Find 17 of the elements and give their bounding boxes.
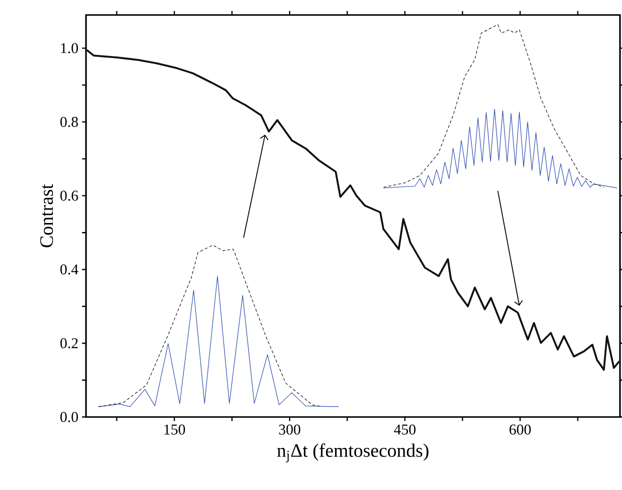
y-tick-label: 0.8 [60,116,78,128]
x-tick-label: 450 [394,424,416,435]
y-tick-label: 0.6 [60,190,78,201]
line-series [383,108,618,188]
line-series [98,276,340,407]
y-tick-label: 1.0 [61,43,78,54]
y-tick-label: 0.2 [60,338,78,348]
line-series [98,244,322,407]
x-axis-title: n$_{j}$Δt (femtoseconds) [277,443,428,462]
x-tick-label: 300 [279,424,300,435]
line-series [86,49,620,371]
x-tick-label: 150 [164,424,186,435]
y-tick-label: 0.0 [60,412,78,422]
line-series [383,24,604,188]
y-axis-title: Contrast [40,184,53,248]
y-tick-label: 0.4 [60,264,78,275]
x-tick-label: 600 [510,424,531,435]
